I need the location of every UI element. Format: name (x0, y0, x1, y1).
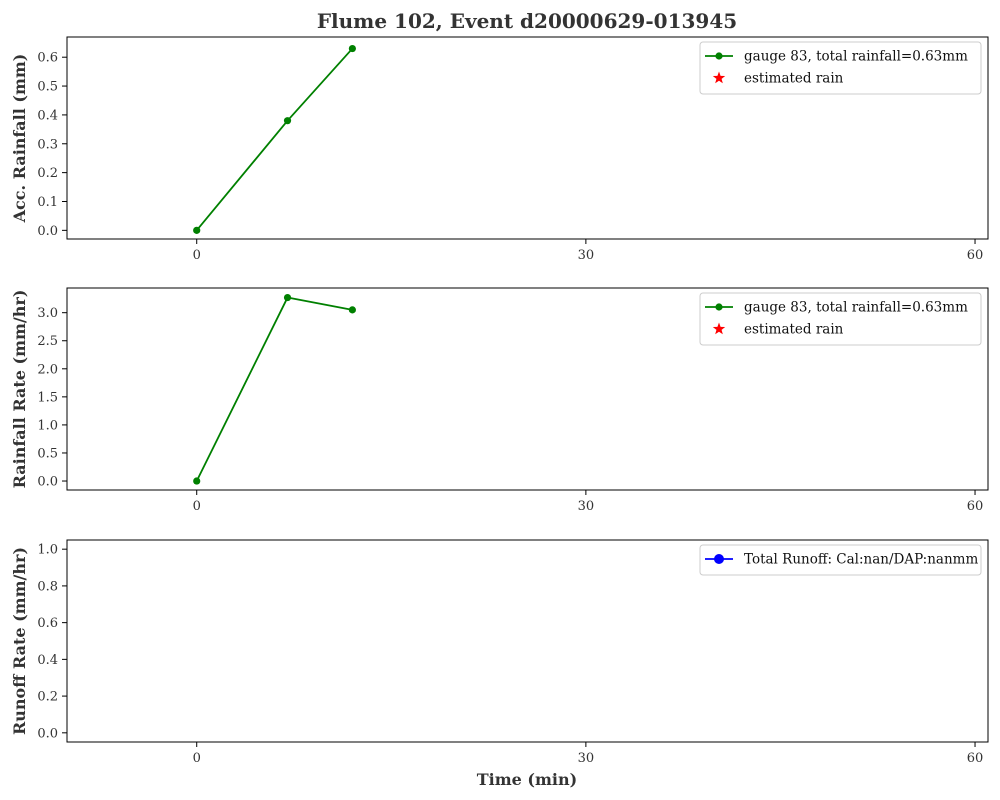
y-tick-label: 0.0 (37, 726, 58, 741)
chart-panel-3: 0 30 60 0.0 0.2 0.4 0.6 0.8 1.0 Runoff Rate (mm/h… (10, 539, 989, 766)
x-tick-label: 0 (193, 248, 201, 263)
x-tick-label: 30 (578, 751, 595, 766)
y-tick-label: 0.2 (37, 166, 58, 181)
x-tick-label: 0 (193, 499, 201, 514)
y-tick-label: 1.5 (37, 390, 58, 405)
legend-box (699, 292, 982, 346)
y-tick-label: 2.5 (37, 334, 58, 349)
legend-box (699, 41, 982, 95)
legend: Total Runoff: Cal:nan/DAP:nanmm (699, 544, 982, 576)
legend-label: gauge 83, total rainfall=0.63mm (744, 300, 968, 316)
y-tick-label: 0.0 (37, 224, 58, 239)
y-tick-label: 3.0 (37, 306, 58, 321)
legend: gauge 83, total rainfall=0.63mm estimated… (699, 292, 982, 346)
y-tick-label: 0.8 (37, 579, 58, 594)
y-tick-label: 0.5 (37, 446, 58, 461)
chart-panel-2: 0 30 60 0.0 0.5 1.0 1.5 2.0 2.5 3.0 Rainfall Rate … (10, 287, 989, 514)
data-point (193, 477, 201, 485)
legend-marker-star (712, 71, 726, 84)
chart-panel-1: 0 30 60 0.0 0.1 0.2 0.3 0.4 0.5 0.6 Acc. Rainfall … (10, 36, 989, 263)
y-tick-label: 0.3 (37, 137, 58, 152)
y-tick-label: 2.0 (37, 362, 58, 377)
legend-label: estimated rain (744, 71, 844, 87)
axes-frame (66, 539, 989, 743)
y-tick-label: 0.0 (37, 475, 58, 490)
data-point (283, 293, 292, 302)
y-tick-label: 0.5 (37, 80, 58, 95)
chart-panels: 0 30 60 0.0 0.1 0.2 0.3 0.4 0.5 0.6 Acc. Rainfall … (10, 36, 989, 766)
legend-marker (714, 554, 724, 564)
y-tick-label: 1.0 (37, 418, 58, 433)
series-line (195, 296, 353, 482)
x-tick-label: 60 (967, 499, 984, 514)
y-tick-label: 0.2 (37, 690, 58, 705)
figure-title: Flume 102, Event d20000629-013945 (317, 9, 737, 33)
x-tick-label: 30 (578, 499, 595, 514)
legend-box (699, 544, 982, 576)
data-point (348, 306, 356, 314)
axes-frame (66, 287, 989, 491)
x-tick-label: 0 (193, 751, 201, 766)
x-tick-label: 30 (578, 248, 595, 263)
legend: gauge 83, total rainfall=0.63mm estimated… (699, 41, 982, 95)
x-tick-label: 60 (967, 751, 984, 766)
data-point (283, 117, 292, 125)
x-tick-label: 60 (967, 248, 984, 263)
data-point (348, 44, 356, 53)
y-tick-label: 0.1 (37, 195, 58, 210)
legend-label: Total Runoff: Cal:nan/DAP:nanmm (744, 552, 978, 568)
legend-marker (715, 303, 723, 311)
series-line (196, 47, 354, 231)
legend-label: estimated rain (744, 322, 844, 338)
y-axis-label: Acc. Rainfall (mm) (10, 54, 29, 224)
axes-frame (66, 36, 989, 240)
legend-marker-star (712, 322, 726, 335)
y-tick-label: 0.4 (37, 108, 58, 123)
data-point (193, 226, 201, 234)
legend-label: gauge 83, total rainfall=0.63mm (744, 49, 968, 65)
y-tick-label: 0.6 (37, 51, 58, 66)
y-tick-label: 0.4 (37, 653, 58, 668)
x-axis-label: Time (min) (477, 770, 577, 789)
legend-marker (715, 52, 723, 60)
y-axis-label: Rainfall Rate (mm/hr) (10, 290, 29, 489)
y-tick-label: 1.0 (37, 543, 58, 558)
y-axis-label: Runoff Rate (mm/hr) (10, 547, 29, 735)
y-tick-label: 0.6 (37, 616, 58, 631)
